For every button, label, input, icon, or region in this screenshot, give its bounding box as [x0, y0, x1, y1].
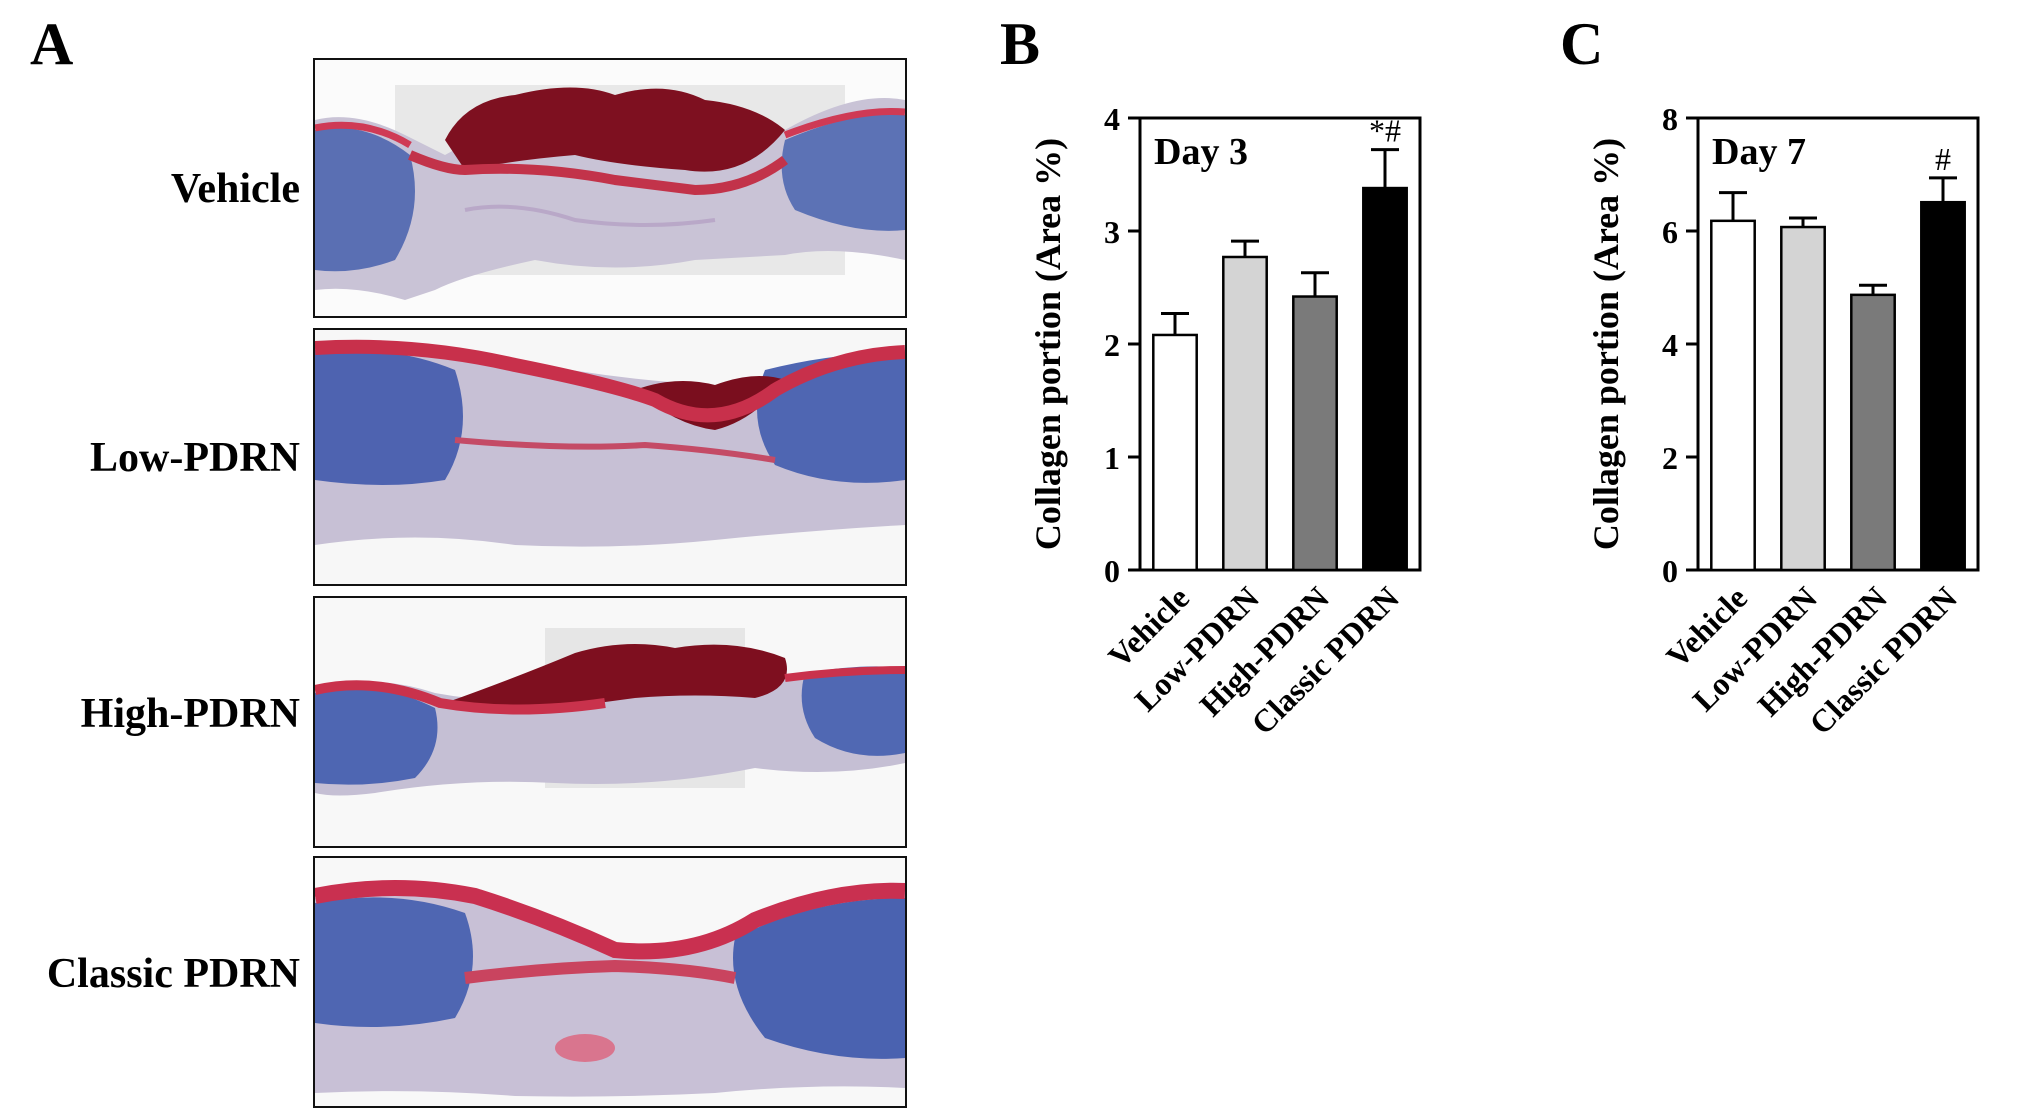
panel-label-c: C [1560, 11, 1604, 77]
y-tick-label: 4 [1104, 101, 1120, 137]
significance-marker: *# [1369, 113, 1401, 149]
chart-title: Day 7 [1712, 131, 1806, 173]
y-axis-label: Collagen portion (Area %) [1586, 138, 1626, 550]
y-tick-label: 2 [1104, 327, 1120, 363]
panel-label-a: A [30, 11, 74, 77]
y-axis-label: Collagen portion (Area %) [1028, 138, 1068, 550]
histology-image-vehicle [313, 58, 907, 318]
y-tick-label: 6 [1662, 214, 1678, 250]
bar-vehicle [1710, 219, 1756, 572]
bar-low-pdrn [1222, 255, 1268, 572]
panel-label-b: B [1000, 11, 1041, 77]
histology-image-high-pdrn [313, 596, 907, 848]
chart-title: Day 3 [1154, 131, 1248, 173]
histology-label-vehicle: Vehicle [170, 166, 300, 212]
histology-image-classic-pdrn [313, 856, 907, 1108]
bar-high-pdrn [1850, 293, 1896, 572]
y-tick-label: 0 [1662, 553, 1678, 589]
y-tick-label: 0 [1104, 553, 1120, 589]
histology-label-high-pdrn: High-PDRN [80, 691, 300, 737]
histology-image-low-pdrn [313, 328, 907, 586]
y-tick-label: 3 [1104, 214, 1120, 250]
y-tick-label: 4 [1662, 327, 1678, 363]
histology-label-classic-pdrn: Classic PDRN [46, 951, 300, 997]
significance-marker: # [1935, 141, 1951, 177]
bar-classic-pdrn [1920, 200, 1966, 572]
histology-label-low-pdrn: Low-PDRN [90, 435, 300, 481]
bar-vehicle [1152, 333, 1198, 572]
bar-low-pdrn [1780, 225, 1826, 572]
y-tick-label: 2 [1662, 440, 1678, 476]
y-tick-label: 1 [1104, 440, 1120, 476]
bar-high-pdrn [1292, 295, 1338, 572]
bar-classic-pdrn [1362, 186, 1408, 572]
y-tick-label: 8 [1662, 101, 1678, 137]
